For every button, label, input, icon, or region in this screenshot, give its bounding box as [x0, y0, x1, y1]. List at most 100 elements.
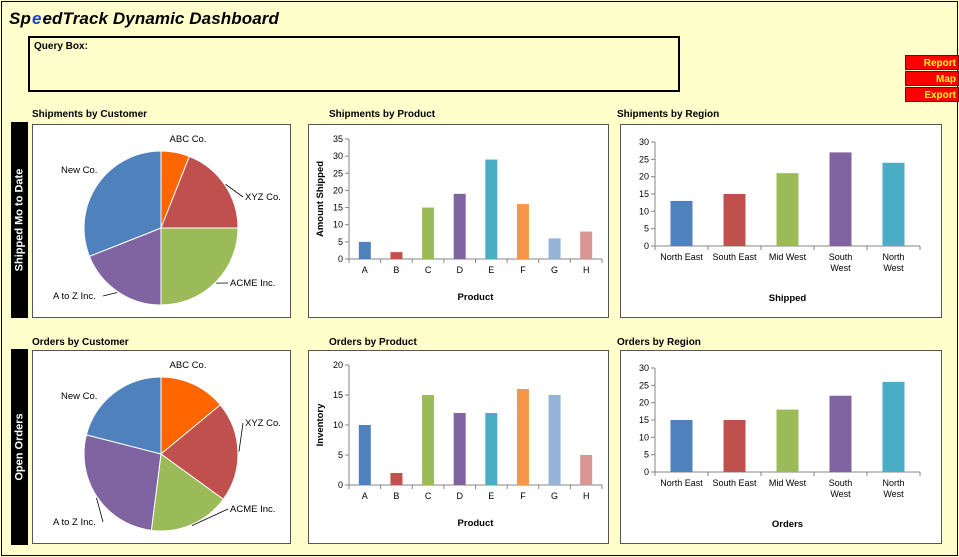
- pie-slice-acme-inc: [160, 227, 239, 306]
- x-tick-label-h: H: [583, 491, 590, 501]
- chart-title-ship-product: Shipments by Product: [329, 109, 436, 120]
- y-tick-label: 5: [338, 237, 343, 247]
- bar-chart-ord-region: 0 5 10 15 20 25 30 North East South East Mid West…: [639, 363, 921, 530]
- x-tick-label-g: G: [551, 265, 558, 275]
- chart-panel-ord-product[interactable]: 0 5 10 15 20 A B C D E F G H Product Inventory: [308, 350, 609, 544]
- bar-north-east: [670, 420, 693, 472]
- chart-title-ship-region: Shipments by Region: [617, 109, 720, 120]
- bar-mid-west: [776, 409, 799, 472]
- bar-a: [358, 425, 371, 485]
- y-tick-label: 10: [333, 220, 343, 230]
- y-tick-label: 5: [338, 450, 343, 460]
- title-part-2: e: [31, 9, 42, 28]
- bar-e: [485, 159, 498, 259]
- x-tick-label-g: G: [551, 491, 558, 501]
- y-tick-label: 20: [639, 398, 649, 408]
- x-tick-label-e: E: [488, 265, 494, 275]
- x-tick-label-a: A: [362, 491, 368, 501]
- chart-title-ord-region: Orders by Region: [617, 337, 701, 348]
- x-tick-label-b: B: [393, 491, 399, 501]
- pie-leader-a-to-z-inc: [96, 497, 104, 523]
- y-tick-label: 25: [639, 380, 649, 390]
- pie-label-a-to-z-inc: A to Z Inc.: [53, 517, 96, 528]
- chart-panel-ship-region[interactable]: 0 5 10 15 20 25 30 North East South East Mid West…: [620, 124, 942, 318]
- x-tick-label-f: F: [520, 265, 526, 275]
- x-tick-label-c: C: [425, 265, 432, 275]
- y-tick-label: 0: [338, 254, 343, 264]
- y-tick-label: 30: [639, 137, 649, 147]
- y-tick-label: 0: [644, 467, 649, 477]
- y-tick-label: 5: [644, 450, 649, 460]
- y-tick-label: 10: [333, 420, 343, 430]
- y-tick-label: 30: [639, 363, 649, 373]
- bar-g: [548, 395, 561, 485]
- y-tick-label: 20: [333, 185, 343, 195]
- chart-title-ship-customer: Shipments by Customer: [32, 109, 148, 120]
- x-tick-label-north-east: North East: [660, 478, 703, 488]
- pie-label-acme-inc: ACME Inc.: [230, 504, 275, 515]
- bar-chart-ship-region: 0 5 10 15 20 25 30 North East South East Mid West…: [639, 137, 921, 304]
- bar-b: [390, 252, 403, 259]
- bar-c: [422, 207, 435, 259]
- x-tick-label-a: A: [362, 265, 368, 275]
- chart-panel-ship-customer[interactable]: ABC Co. XYZ Co. ACME Inc. A to Z Inc. New Co…: [32, 124, 291, 318]
- title-part-3: edTrack Dynamic Dashboard: [42, 9, 279, 28]
- chart-panel-ship-product[interactable]: 0 5 10 15 20 25 30 35 A B C D E F G H Product Amount Ship…: [308, 124, 609, 318]
- y-axis-title: Inventory: [315, 403, 326, 446]
- x-tick-label-b: B: [393, 265, 399, 275]
- x-tick-label-d: D: [456, 265, 463, 275]
- query-box-label: Query Box:: [34, 41, 88, 52]
- section-label-open-orders-text: Open Orders: [13, 413, 26, 481]
- x-tick-label-h: H: [583, 265, 590, 275]
- x-tick-label-f: F: [520, 491, 526, 501]
- pie-chart-ship-customer: ABC Co. XYZ Co. ACME Inc. A to Z Inc. New Co…: [53, 134, 281, 306]
- export-button[interactable]: Export: [905, 87, 959, 102]
- query-box[interactable]: Query Box:: [28, 36, 680, 92]
- bar-north-west: [882, 162, 905, 246]
- pie-label-acme-inc: ACME Inc.: [230, 278, 275, 289]
- x-tick-label-north-east: North East: [660, 252, 703, 262]
- bar-north-east: [670, 200, 693, 246]
- pie-label-xyz-co: XYZ Co.: [245, 192, 281, 203]
- y-tick-label: 30: [333, 151, 343, 161]
- pie-slice-new-co: [83, 150, 162, 257]
- x-tick-label-c: C: [425, 491, 432, 501]
- y-tick-label: 15: [333, 390, 343, 400]
- x-tick-label-south-east: South East: [712, 252, 757, 262]
- pie-label-xyz-co: XYZ Co.: [245, 418, 281, 429]
- pie-slice-a-to-z-inc: [88, 227, 162, 306]
- pie-slice-xyz-co: [160, 155, 239, 229]
- x-tick-label-mid-west: Mid West: [769, 252, 807, 262]
- pie-label-abc-co: ABC Co.: [170, 134, 207, 145]
- y-tick-label: 35: [333, 134, 343, 144]
- map-button[interactable]: Map: [905, 71, 959, 86]
- pie-label-a-to-z-inc: A to Z Inc.: [53, 291, 96, 302]
- section-label-shipped: Shipped Mo to Date: [11, 122, 28, 318]
- bar-south-west: [829, 152, 852, 246]
- y-tick-label: 25: [639, 154, 649, 164]
- chart-title-ord-product: Orders by Product: [329, 337, 417, 348]
- report-button[interactable]: Report: [905, 55, 959, 70]
- pie-label-new-co: New Co.: [61, 165, 97, 176]
- chart-panel-ord-customer[interactable]: ABC Co. XYZ Co. ACME Inc. A to Z Inc. New Co…: [32, 350, 291, 544]
- x-tick-label-north-west: North West: [882, 252, 904, 273]
- pie-leader-acme-inc: [191, 508, 229, 526]
- pie-leader-xyz-co: [238, 422, 244, 452]
- bar-d: [453, 193, 466, 259]
- bar-f: [516, 389, 529, 485]
- chart-panel-ord-region[interactable]: 0 5 10 15 20 25 30 North East South East Mid West…: [620, 350, 942, 544]
- x-tick-label-south-east: South East: [712, 478, 757, 488]
- x-tick-label-mid-west: Mid West: [769, 478, 807, 488]
- x-tick-label-south-west: South West: [829, 252, 853, 273]
- bar-mid-west: [776, 173, 799, 246]
- y-tick-label: 10: [639, 432, 649, 442]
- y-tick-label: 20: [639, 172, 649, 182]
- bar-f: [516, 204, 529, 259]
- dashboard-title: SpeedTrack Dynamic Dashboard: [9, 9, 279, 29]
- y-tick-label: 10: [639, 206, 649, 216]
- x-axis-title: Orders: [772, 519, 803, 530]
- y-axis-title: Amount Shipped: [315, 161, 326, 237]
- pie-slice-a-to-z-inc: [83, 434, 162, 531]
- chart-title-ord-customer: Orders by Customer: [32, 337, 129, 348]
